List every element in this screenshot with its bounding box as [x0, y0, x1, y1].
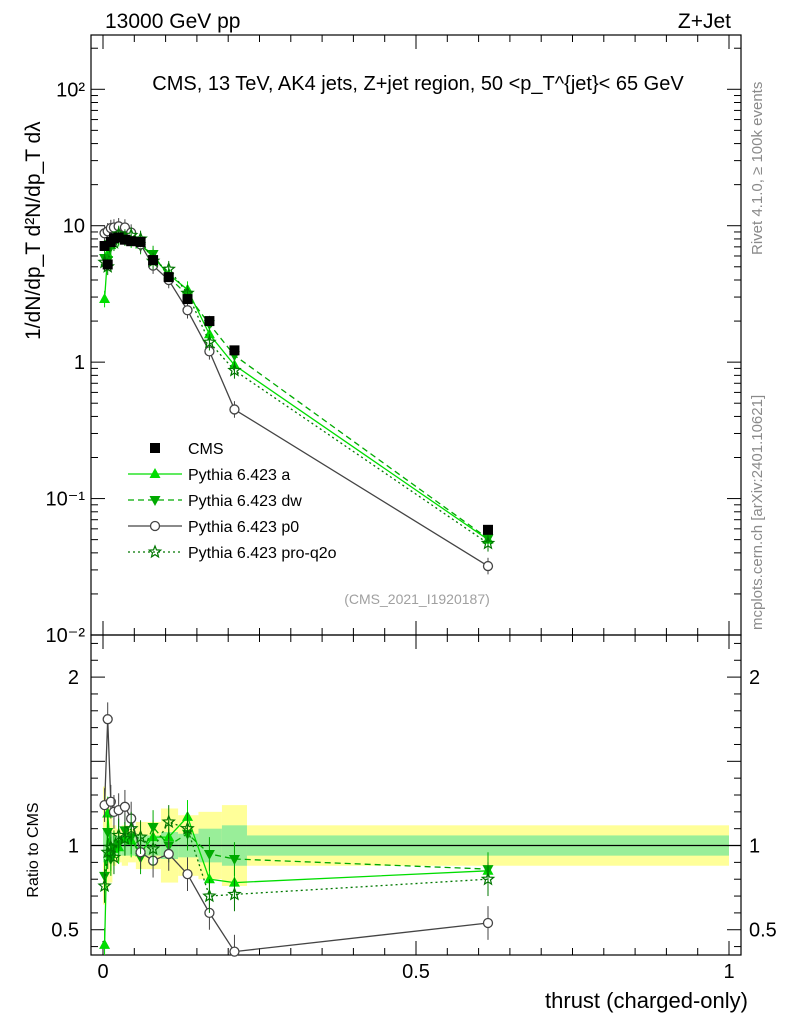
cms-point: [126, 236, 137, 247]
x-axis-label: thrust (charged-only): [545, 988, 748, 1013]
header-right: Z+Jet: [678, 10, 731, 33]
cms-point: [102, 259, 113, 270]
ratio-point: [203, 849, 215, 860]
y-tick-label: 10²: [56, 79, 85, 101]
cms-point: [135, 236, 146, 247]
main-plot: 10⁻² 10⁻¹ 1 10 10²: [46, 34, 742, 647]
cms-point: [113, 232, 124, 243]
legend-label: Pythia 6.423 p0: [188, 519, 299, 536]
data-point: [202, 334, 217, 349]
legend-label: Pythia 6.423 a: [188, 467, 290, 484]
ratio-point: [123, 821, 139, 835]
ratio-point: [227, 886, 242, 901]
legend-marker: [147, 544, 163, 559]
data-point: [227, 362, 242, 377]
ratio-y-label: Ratio to CMS: [25, 802, 42, 897]
cms-point: [204, 316, 215, 327]
data-point: [203, 328, 215, 339]
ratio-y-tick-label-right: 1: [749, 836, 760, 858]
ratio-y-tick-label-right: 0.5: [749, 920, 777, 942]
side-text-top: Rivet 4.1.0, ≥ 100k events: [749, 82, 766, 255]
ratio-point: [182, 869, 193, 880]
data-point: [482, 560, 494, 572]
chart-title: CMS, 13 TeV, AK4 jets, Z+jet region, 50 …: [152, 73, 684, 95]
ratio-frame: [90, 634, 742, 956]
ratio-point: [163, 848, 174, 860]
ratio-y-tick-label: 0.5: [51, 920, 79, 942]
data-point: [182, 305, 193, 316]
x-tick-label: 1: [723, 961, 734, 983]
ratio-point: [202, 888, 217, 903]
ratio-point: [161, 814, 176, 829]
legend-marker: [149, 496, 161, 506]
header-left: 13000 GeV pp: [105, 10, 240, 33]
ratio-line-3: [103, 821, 489, 897]
legend: CMS Pythia 6.423 a Pythia 6.423 dw Pythia 6…: [128, 441, 337, 562]
ratio-plot: 0 0.5 1 0.5 0.5 1 1 2 2: [51, 634, 777, 983]
ratio-point: [111, 827, 126, 842]
main-y-label: 1/dN/dp_T d²N/dp_T dλ: [22, 121, 45, 340]
legend-marker: [149, 520, 161, 532]
y-tick-label: 10: [63, 216, 85, 238]
ratio-y-tick-label: 2: [68, 667, 79, 689]
cms-point: [119, 234, 130, 245]
ratio-point: [97, 878, 112, 893]
cms-point: [163, 272, 174, 283]
ratio-point: [145, 841, 161, 856]
ratio-point: [180, 821, 195, 835]
legend-label: CMS: [188, 441, 224, 458]
ratio-point: [482, 917, 494, 929]
x-tick-label: 0.5: [402, 961, 430, 983]
watermark: (CMS_2021_I1920187): [344, 591, 490, 607]
ratio-point: [103, 839, 119, 854]
ratio-point: [106, 849, 122, 864]
y-tick-label: 1: [74, 352, 85, 374]
ratio-point: [119, 801, 131, 812]
data-point: [99, 293, 111, 304]
y-tick-label: 10⁻¹: [46, 489, 86, 511]
ratio-point: [133, 829, 148, 844]
data-point: [480, 535, 496, 550]
cms-point: [99, 241, 110, 252]
ratio-y-tick-label: 1: [68, 836, 79, 858]
x-tick-label: 0: [97, 961, 108, 983]
legend-label: Pythia 6.423 pro-q2o: [188, 545, 337, 562]
legend-label: Pythia 6.423 dw: [188, 493, 302, 510]
y-tick-label: 10⁻²: [46, 625, 86, 647]
ratio-point: [228, 855, 240, 865]
cms-point: [148, 255, 159, 266]
ratio-point: [229, 946, 240, 957]
cms-point: [182, 294, 193, 305]
legend-marker: [150, 443, 160, 453]
legend-marker: [149, 468, 161, 478]
ratio-point: [203, 873, 215, 884]
ratio-point: [99, 938, 111, 949]
ratio-point: [105, 796, 116, 807]
ratio-point: [480, 871, 496, 886]
side-text-bottom: mcplots.cern.ch [arXiv:2401.10621]: [749, 395, 766, 630]
ratio-point: [102, 714, 113, 725]
ratio-y-tick-label-right: 2: [749, 667, 760, 689]
cms-point: [482, 524, 493, 535]
data-point: [229, 404, 240, 415]
ratio-point: [117, 831, 133, 845]
ratio-point: [147, 823, 159, 833]
data-point: [161, 261, 176, 276]
series-line-3: [104, 225, 489, 567]
cms-point: [229, 345, 240, 356]
